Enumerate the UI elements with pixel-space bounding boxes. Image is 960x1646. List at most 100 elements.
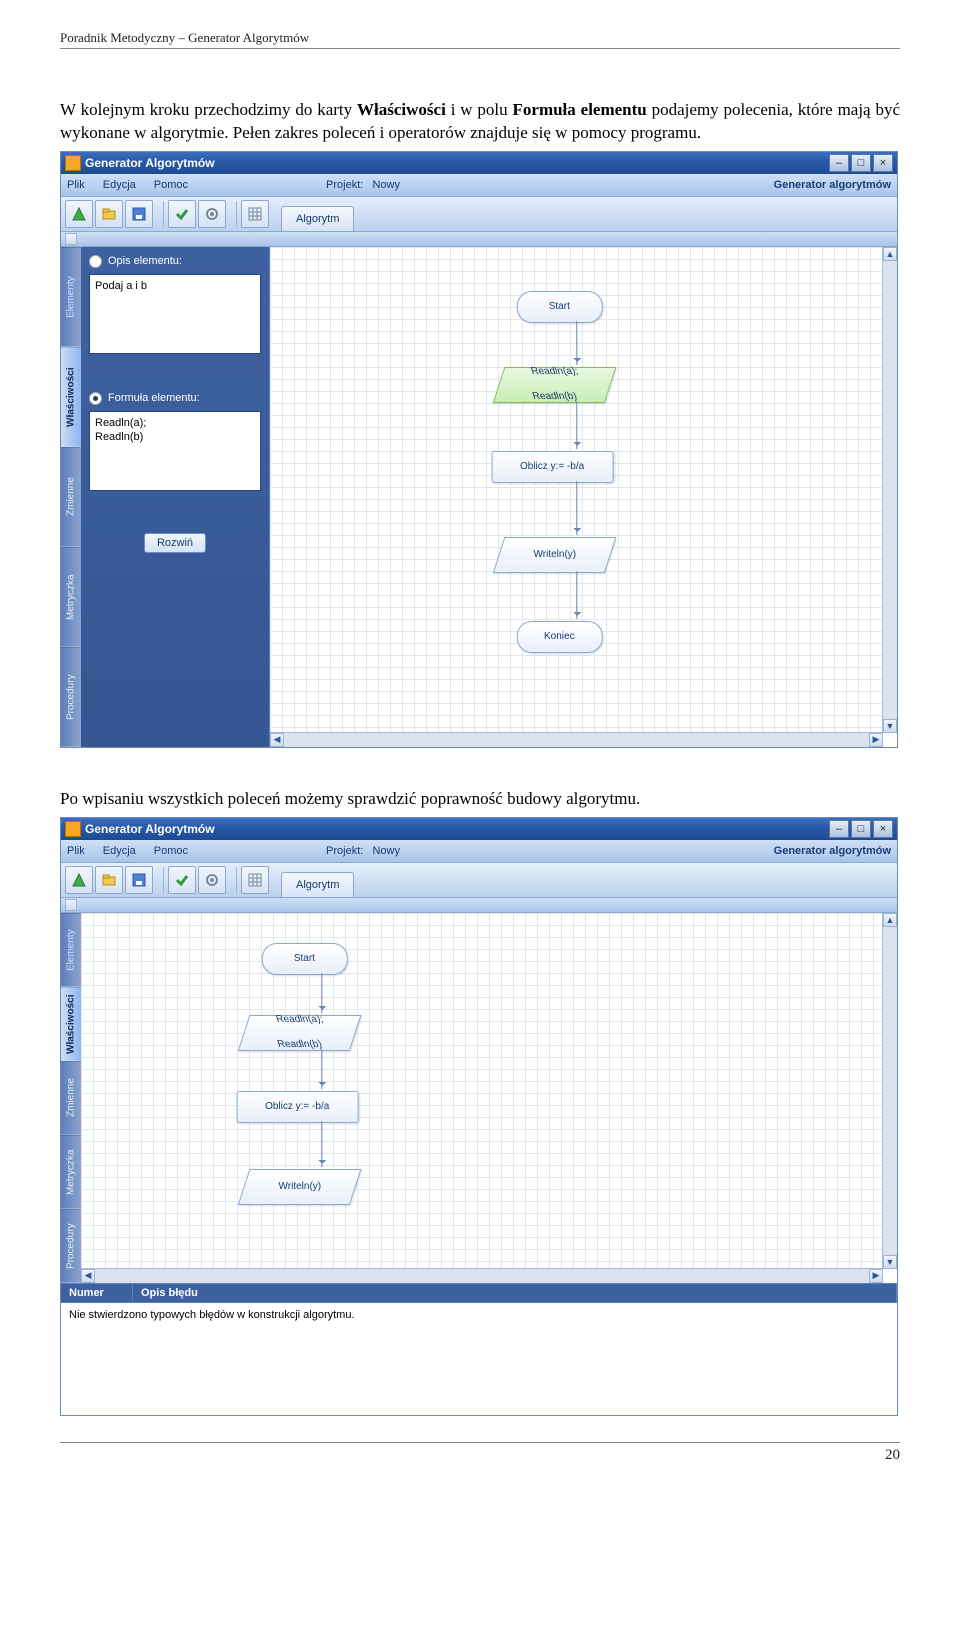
new-button[interactable] (65, 866, 93, 894)
bold-wlasciwosci: Właściwości (357, 100, 446, 119)
scroll-up-icon[interactable]: ▲ (883, 913, 897, 927)
workspace: Elementy Właściwości Zmienne Metryczka P… (61, 913, 897, 1283)
panel-handle[interactable] (61, 232, 897, 247)
label: Formuła elementu: (108, 392, 200, 404)
menu-pomoc[interactable]: Pomoc (154, 179, 188, 191)
grid-button[interactable] (241, 866, 269, 894)
minimize-button[interactable]: – (829, 820, 849, 838)
titlebar[interactable]: Generator Algorytmów – □ × (61, 818, 897, 840)
project-label: Projekt: Nowy (326, 845, 400, 857)
node-start[interactable]: Start (261, 943, 347, 975)
vtab-zmienne[interactable]: Zmienne (61, 447, 81, 547)
col-opis[interactable]: Opis błędu (133, 1284, 897, 1302)
scrollbar-horizontal[interactable]: ◀ ▶ (81, 1268, 883, 1283)
page-number: 20 (885, 1447, 900, 1463)
node-process[interactable]: Oblicz y:= -b/a (236, 1091, 358, 1123)
radio-formula-elementu[interactable]: Formuła elementu: (89, 392, 261, 405)
scroll-right-icon[interactable]: ▶ (869, 1269, 883, 1283)
vtab-procedury[interactable]: Procedury (61, 1209, 81, 1283)
vtab-metryczka[interactable]: Metryczka (61, 547, 81, 647)
grid-button[interactable] (241, 200, 269, 228)
connector (576, 401, 577, 449)
node-text: Writeln(y) (278, 1181, 321, 1194)
menubar: Plik Edycja Pomoc Projekt: Nowy Generato… (61, 840, 897, 863)
node-end[interactable]: Koniec (516, 621, 602, 653)
pin-icon[interactable] (65, 899, 77, 911)
close-button[interactable]: × (873, 154, 893, 172)
connector (321, 1049, 322, 1089)
scroll-down-icon[interactable]: ▼ (883, 719, 897, 733)
pin-icon[interactable] (65, 233, 77, 245)
window-title: Generator Algorytmów (85, 822, 827, 836)
settings-button[interactable] (198, 200, 226, 228)
scroll-down-icon[interactable]: ▼ (883, 1255, 897, 1269)
check-button[interactable] (168, 200, 196, 228)
text: Projekt: (326, 845, 363, 857)
scroll-up-icon[interactable]: ▲ (883, 247, 897, 261)
vtab-zmienne[interactable]: Zmienne (61, 1061, 81, 1135)
screenshot-2: Generator Algorytmów – □ × Plik Edycja P… (60, 817, 898, 1416)
paragraph-2: Po wpisaniu wszystkich poleceń możemy sp… (60, 788, 900, 811)
scrollbar-vertical[interactable]: ▲ ▼ (882, 913, 897, 1269)
rozwin-button[interactable]: Rozwiń (144, 533, 206, 553)
radio-icon[interactable] (89, 392, 102, 405)
save-button[interactable] (125, 866, 153, 894)
formula-textarea[interactable]: Readln(a); Readln(b) (89, 411, 261, 491)
node-output[interactable]: Writeln(y) (237, 1169, 361, 1205)
settings-button[interactable] (198, 866, 226, 894)
node-process[interactable]: Oblicz y:= -b/a (491, 451, 613, 483)
menu-edycja[interactable]: Edycja (103, 845, 136, 857)
brand-label: Generator algorytmów (774, 845, 891, 857)
vtab-elementy[interactable]: Elementy (61, 247, 81, 347)
separator-icon (230, 201, 237, 227)
scrollbar-horizontal[interactable]: ◀ ▶ (270, 732, 883, 747)
check-button[interactable] (168, 866, 196, 894)
algorithm-canvas[interactable]: Start Readln(a);Readln(b) Oblicz y:= -b/… (270, 247, 883, 733)
separator-icon (230, 867, 237, 893)
node-start[interactable]: Start (516, 291, 602, 323)
tab-algorytm[interactable]: Algorytm (281, 206, 354, 231)
page-footer: 20 (60, 1442, 900, 1464)
new-button[interactable] (65, 200, 93, 228)
app-icon (65, 821, 81, 837)
label: Opis elementu: (108, 255, 182, 267)
scrollbar-vertical[interactable]: ▲ ▼ (882, 247, 897, 733)
scroll-left-icon[interactable]: ◀ (270, 733, 284, 747)
col-numer[interactable]: Numer (61, 1284, 133, 1302)
vtab-procedury[interactable]: Procedury (61, 647, 81, 747)
project-value: Nowy (372, 845, 400, 857)
tab-algorytm[interactable]: Algorytm (281, 872, 354, 897)
titlebar[interactable]: Generator Algorytmów – □ × (61, 152, 897, 174)
errors-header: Numer Opis błędu (61, 1284, 897, 1303)
opis-textarea[interactable]: Podaj a i b (89, 274, 261, 354)
connector (321, 1121, 322, 1167)
app-icon (65, 155, 81, 171)
maximize-button[interactable]: □ (851, 154, 871, 172)
menu-plik[interactable]: Plik (67, 179, 85, 191)
open-button[interactable] (95, 200, 123, 228)
radio-opis-elementu[interactable]: Opis elementu: (89, 255, 261, 268)
menu-pomoc[interactable]: Pomoc (154, 845, 188, 857)
vtab-wlasciwosci[interactable]: Właściwości (61, 347, 81, 447)
scroll-right-icon[interactable]: ▶ (869, 733, 883, 747)
menu-plik[interactable]: Plik (67, 845, 85, 857)
open-button[interactable] (95, 866, 123, 894)
panel-handle[interactable] (61, 898, 897, 913)
menu-edycja[interactable]: Edycja (103, 179, 136, 191)
node-output[interactable]: Writeln(y) (492, 537, 616, 573)
node-input-selected[interactable]: Readln(a);Readln(b) (492, 367, 616, 403)
radio-icon[interactable] (89, 255, 102, 268)
close-button[interactable]: × (873, 820, 893, 838)
vtab-elementy[interactable]: Elementy (61, 913, 81, 987)
text: i w polu (451, 100, 513, 119)
save-button[interactable] (125, 200, 153, 228)
scroll-left-icon[interactable]: ◀ (81, 1269, 95, 1283)
text: Projekt: (326, 179, 363, 191)
bold-formula: Formuła elementu (513, 100, 647, 119)
vtab-metryczka[interactable]: Metryczka (61, 1135, 81, 1209)
minimize-button[interactable]: – (829, 154, 849, 172)
maximize-button[interactable]: □ (851, 820, 871, 838)
node-input[interactable]: Readln(a);Readln(b) (237, 1015, 361, 1051)
vtab-wlasciwosci[interactable]: Właściwości (61, 987, 81, 1061)
algorithm-canvas[interactable]: Start Readln(a);Readln(b) Oblicz y:= -b/… (81, 913, 883, 1269)
